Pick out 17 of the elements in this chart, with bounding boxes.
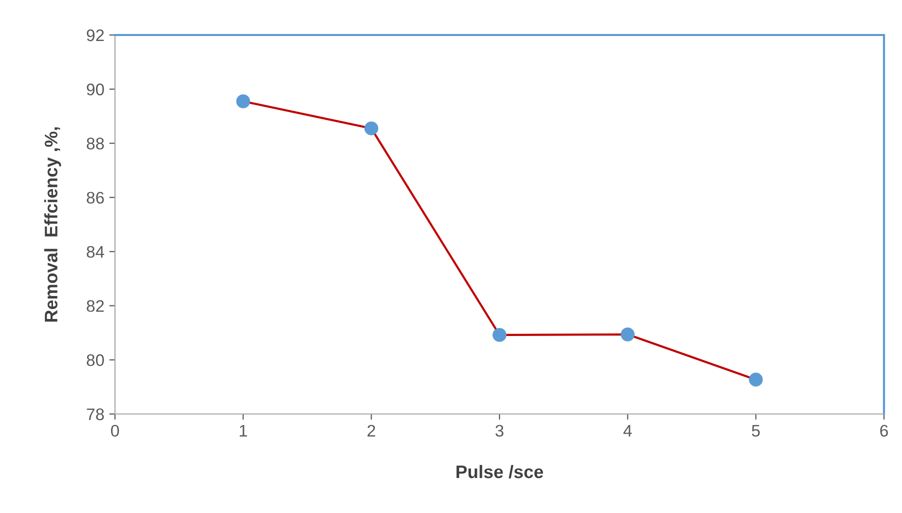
y-tick-label: 82 bbox=[86, 300, 104, 312]
y-tick-label: 80 bbox=[86, 354, 104, 366]
x-tick-label: 6 bbox=[880, 424, 888, 437]
x-tick-label: 2 bbox=[368, 424, 376, 436]
x-tick-label: 1 bbox=[240, 425, 247, 436]
x-axis-title: Pulse /sce bbox=[456, 464, 544, 478]
y-tick-label: 92 bbox=[86, 29, 104, 42]
y-tick-label: 90 bbox=[86, 84, 104, 96]
y-tick-label: 86 bbox=[86, 192, 104, 204]
y-tick-label: 88 bbox=[86, 138, 104, 150]
x-tick-label: 3 bbox=[496, 424, 504, 437]
x-tick-label: 5 bbox=[752, 425, 760, 437]
x-tick-label: 4 bbox=[623, 425, 632, 436]
y-tick-label: 78 bbox=[86, 408, 104, 420]
y-axis-title: Removal Effciency ,%, bbox=[44, 127, 62, 322]
x-tick-label: 0 bbox=[111, 424, 119, 437]
y-tick-label: 84 bbox=[86, 246, 104, 258]
